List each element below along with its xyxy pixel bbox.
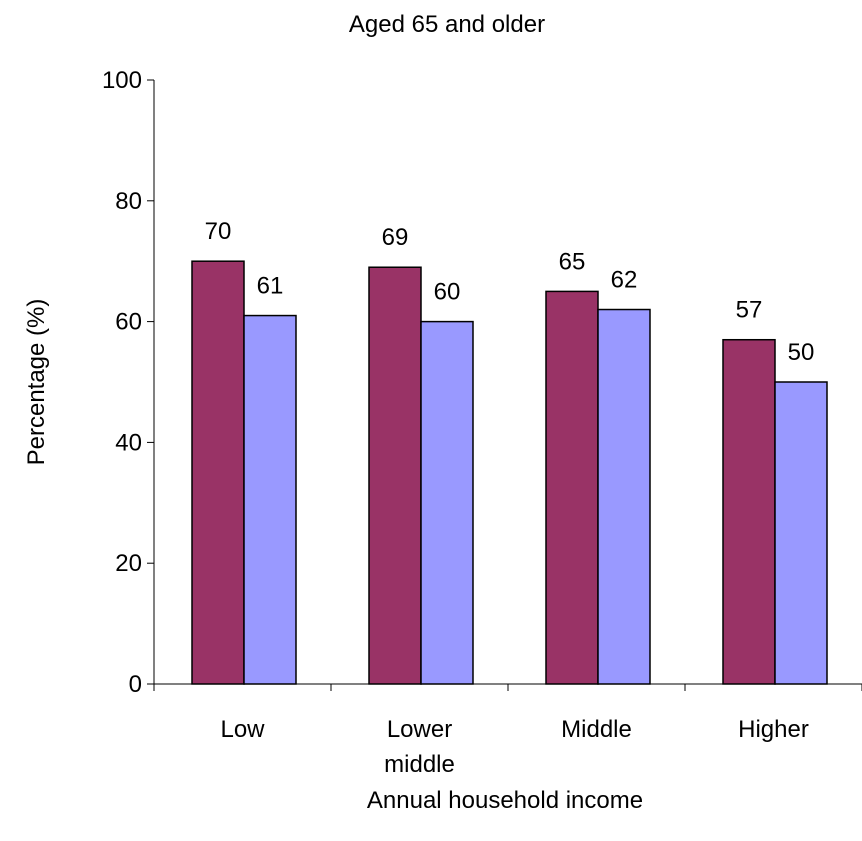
y-tick-label: 80: [115, 188, 142, 215]
data-label: 69: [382, 224, 409, 251]
y-tick-label: 60: [115, 309, 142, 336]
y-tick-label: 20: [115, 550, 142, 577]
x-tick-label: Middle: [561, 716, 632, 743]
y-tick-label: 0: [129, 671, 142, 698]
data-label: 65: [559, 248, 586, 275]
data-label: 57: [736, 297, 763, 324]
y-axis-label: Percentage (%): [23, 299, 50, 466]
chart-title: Aged 65 and older: [349, 11, 545, 38]
bar: [191, 260, 245, 685]
bar: [545, 290, 599, 685]
data-label: 70: [205, 218, 232, 245]
bar: [243, 314, 297, 685]
x-tick-label: Higher: [738, 716, 809, 743]
bar: [597, 308, 651, 685]
x-tick-label: middle: [384, 751, 455, 778]
x-tick-label: Lower: [387, 716, 452, 743]
bar: [368, 266, 422, 685]
y-tick-label: 40: [115, 429, 142, 456]
y-tick-label: 100: [102, 67, 142, 94]
data-label: 50: [788, 339, 815, 366]
x-tick-label: Low: [220, 716, 265, 743]
x-axis-label: Annual household income: [367, 787, 643, 814]
data-label: 60: [434, 279, 461, 306]
data-label: 61: [257, 273, 284, 300]
data-label: 62: [611, 267, 638, 294]
bar: [774, 381, 828, 685]
bar: [420, 320, 474, 685]
plot-area: 0 20 40 60 80 100 70 69 65 57 61 60 62 50 Low Lower midd…: [102, 67, 862, 778]
bar: [722, 338, 776, 685]
